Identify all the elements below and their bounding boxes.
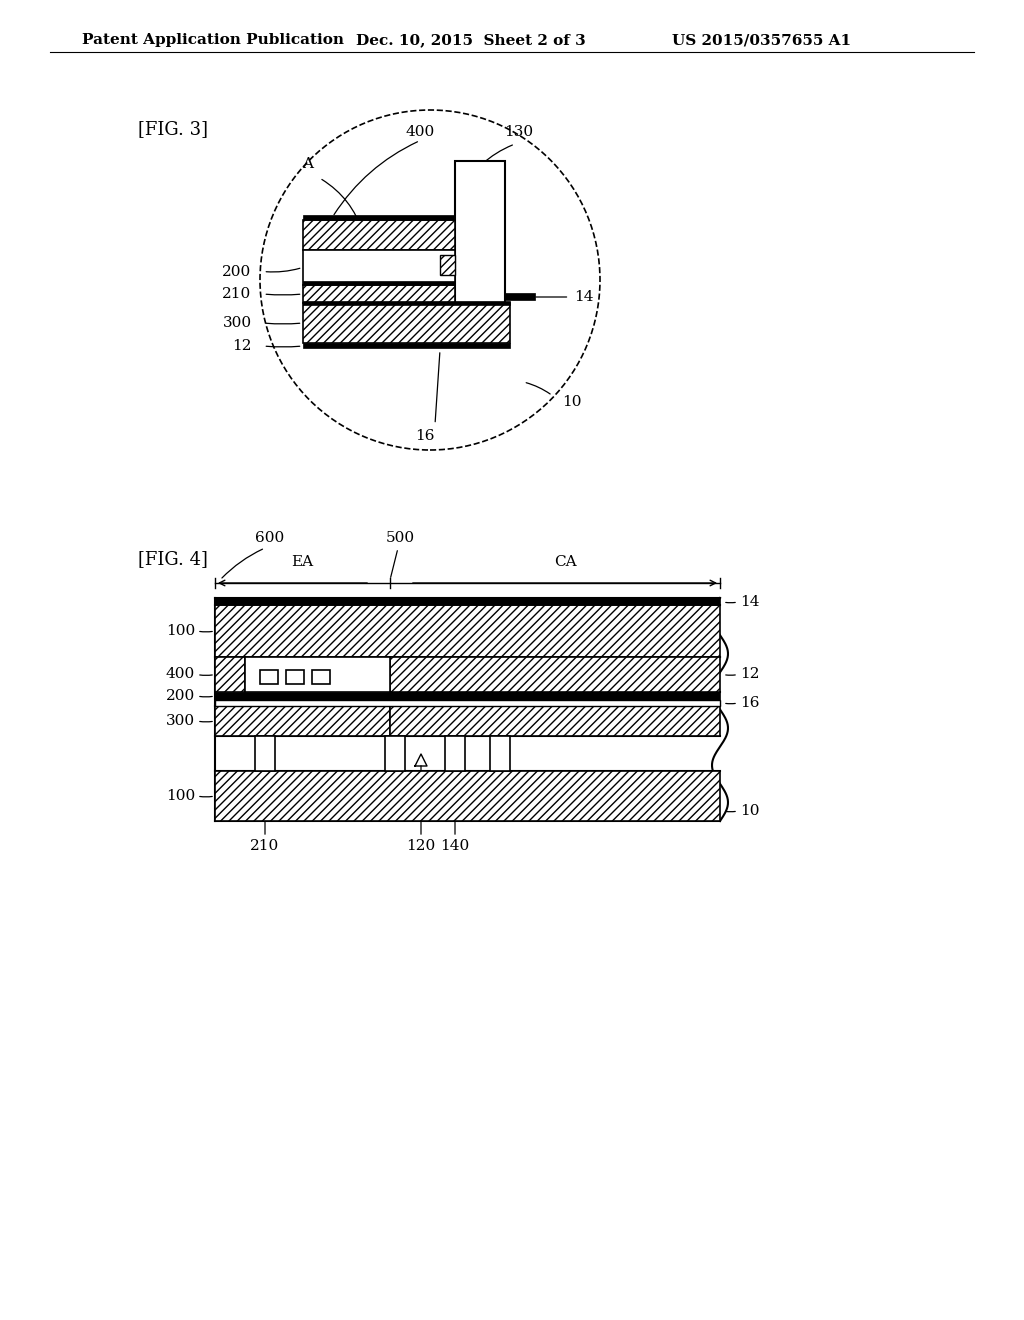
Text: CA: CA	[554, 554, 577, 569]
Text: 300: 300	[166, 714, 195, 729]
Bar	[215, 706, 390, 737]
Bar	[302, 343, 510, 348]
Bar	[302, 220, 455, 249]
Text: 140: 140	[440, 840, 470, 853]
Text: A: A	[302, 157, 313, 172]
Text: 400: 400	[166, 668, 195, 681]
Bar	[302, 281, 455, 285]
Text: 200: 200	[222, 264, 252, 279]
Bar	[312, 671, 330, 684]
Bar	[445, 737, 465, 771]
Bar	[390, 706, 720, 737]
Bar	[260, 671, 278, 684]
Text: 14: 14	[574, 290, 594, 304]
Text: EA: EA	[291, 554, 313, 569]
Bar	[215, 771, 720, 821]
Text: 12: 12	[232, 339, 252, 352]
Bar	[385, 737, 406, 771]
Bar	[505, 293, 535, 300]
Text: 300: 300	[222, 315, 252, 330]
Text: Patent Application Publication: Patent Application Publication	[82, 33, 344, 48]
Bar	[215, 700, 720, 706]
Text: 10: 10	[562, 396, 582, 409]
Bar	[286, 671, 304, 684]
Bar	[455, 161, 505, 310]
Bar	[302, 301, 510, 305]
Text: 500: 500	[385, 531, 415, 545]
Bar	[215, 657, 245, 692]
Bar	[302, 249, 455, 285]
Text: 100: 100	[166, 789, 195, 803]
Text: 16: 16	[416, 429, 435, 444]
Text: 12: 12	[740, 668, 760, 681]
Bar	[215, 692, 720, 700]
Text: 200: 200	[166, 689, 195, 704]
Text: 210: 210	[222, 286, 252, 301]
Text: 120: 120	[407, 840, 435, 853]
Text: [FIG. 4]: [FIG. 4]	[138, 550, 208, 568]
Bar	[490, 737, 510, 771]
Bar	[440, 255, 455, 275]
Bar	[302, 215, 455, 220]
Text: 14: 14	[740, 595, 760, 609]
Text: 600: 600	[255, 531, 285, 545]
Bar	[302, 304, 510, 343]
Text: Dec. 10, 2015  Sheet 2 of 3: Dec. 10, 2015 Sheet 2 of 3	[356, 33, 586, 48]
Text: 10: 10	[740, 804, 760, 818]
Bar	[302, 285, 455, 304]
Text: 130: 130	[504, 125, 532, 139]
Bar	[255, 737, 275, 771]
Text: US 2015/0357655 A1: US 2015/0357655 A1	[672, 33, 851, 48]
Text: 210: 210	[251, 840, 280, 853]
Text: 400: 400	[406, 125, 434, 139]
Text: 100: 100	[166, 624, 195, 638]
Bar	[215, 605, 720, 657]
Bar	[245, 657, 390, 692]
Text: 16: 16	[740, 696, 760, 710]
Text: [FIG. 3]: [FIG. 3]	[138, 120, 208, 139]
Bar	[215, 598, 720, 605]
Bar	[390, 657, 720, 692]
